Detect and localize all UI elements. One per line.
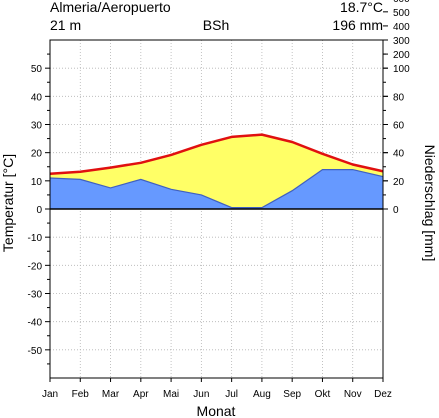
- precipitation-axis: 900800700600500400300200100806040200: [383, 0, 410, 216]
- month-label: Nov: [344, 389, 362, 400]
- arid-period-area: [50, 134, 383, 208]
- data-areas: [50, 134, 383, 209]
- climate-class: BSh: [203, 17, 229, 33]
- month-label: Dez: [374, 389, 392, 400]
- month-label: Mar: [102, 389, 120, 400]
- month-label: Jan: [42, 389, 58, 400]
- y-axis-title-right: Niederschlag [mm]: [422, 145, 438, 262]
- month-axis: Jan Feb Mar Apr Mai Jun Jul Aug Sep Okt Nov Dez: [42, 378, 392, 400]
- mean-temperature: 18.7°C: [340, 0, 383, 15]
- data-lines: [49, 133, 384, 210]
- precipitation-tick-label: 0: [393, 205, 399, 216]
- month-label: Jul: [225, 389, 238, 400]
- precipitation-tick-label: 200: [393, 50, 410, 61]
- temperature-tick-label: -10: [28, 233, 43, 244]
- precipitation-tick-label: 300: [393, 36, 410, 47]
- temperature-tick-label: 20: [31, 149, 43, 160]
- temperature-tick-label: -20: [28, 261, 43, 272]
- precipitation-tick-label: 400: [393, 22, 410, 33]
- precipitation-tick-label: 100: [393, 64, 410, 75]
- temperature-axis: 50 40 30 20 10 0 -10 -20 -30 -40 -50: [28, 53, 50, 365]
- month-label: Feb: [72, 389, 90, 400]
- month-label: Jun: [193, 389, 209, 400]
- temperature-tick-label: 40: [31, 92, 43, 103]
- precipitation-area: [50, 169, 383, 209]
- precipitation-tick-label: 500: [393, 8, 410, 19]
- month-label: Aug: [253, 389, 271, 400]
- annual-precipitation: 196 mm: [332, 17, 383, 33]
- month-label: Sep: [283, 389, 301, 400]
- temperature-tick-label: -40: [28, 318, 43, 329]
- y-axis-title-left: Temperatur [°C]: [0, 154, 16, 252]
- precipitation-tick-label: 600: [393, 0, 410, 5]
- temperature-tick-label: 50: [31, 64, 43, 75]
- precipitation-tick-label: 60: [393, 121, 405, 132]
- temperature-line: [49, 133, 384, 176]
- month-label: Mai: [163, 389, 179, 400]
- temperature-tick-label: -30: [28, 290, 43, 301]
- precipitation-tick-label: 20: [393, 177, 405, 188]
- precipitation-tick-label: 40: [393, 149, 405, 160]
- month-label: Apr: [133, 389, 149, 400]
- month-label: Okt: [315, 389, 331, 400]
- station-name: Almeria/Aeropuerto: [50, 0, 171, 15]
- precipitation-line: [49, 169, 384, 209]
- temperature-tick-label: -50: [28, 346, 43, 357]
- station-elevation: 21 m: [50, 17, 81, 33]
- temperature-tick-label: 30: [31, 121, 43, 132]
- temperature-tick-label: 10: [31, 177, 43, 188]
- temperature-tick-label: 0: [36, 205, 42, 216]
- x-axis-title: Monat: [197, 403, 236, 418]
- precipitation-tick-label: 80: [393, 92, 405, 103]
